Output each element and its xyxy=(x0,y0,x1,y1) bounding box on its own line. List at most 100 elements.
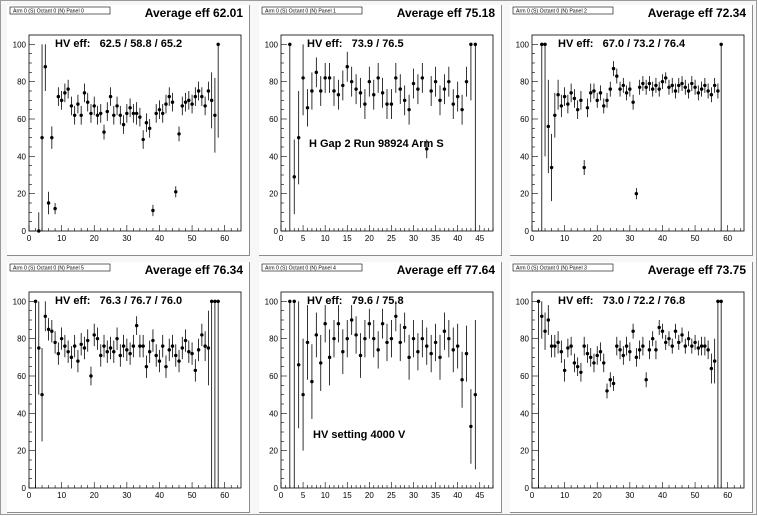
marker xyxy=(429,351,433,356)
marker xyxy=(86,338,90,343)
data-point xyxy=(216,42,220,138)
data-point xyxy=(310,72,314,110)
y-tick-label: 40 xyxy=(17,409,26,418)
marker xyxy=(575,364,580,369)
marker xyxy=(125,111,129,116)
data-point xyxy=(416,74,420,105)
marker xyxy=(323,322,327,326)
x-tick-label: 30 xyxy=(122,491,131,500)
marker xyxy=(56,94,61,99)
data-point xyxy=(473,42,478,231)
data-point xyxy=(76,94,80,114)
data-point xyxy=(637,340,642,360)
marker xyxy=(86,100,90,104)
marker xyxy=(92,333,96,337)
hv-eff-label: HV eff: 79.6 / 75.8 xyxy=(307,295,404,307)
data-point xyxy=(305,305,310,380)
data-point xyxy=(118,105,123,125)
marker xyxy=(367,322,372,326)
y-tick-label: 40 xyxy=(269,409,278,418)
marker xyxy=(82,91,87,95)
data-point xyxy=(157,349,162,373)
data-point xyxy=(50,320,54,343)
marker xyxy=(164,364,168,369)
y-tick-label: 80 xyxy=(17,335,26,344)
marker xyxy=(579,98,583,103)
marker xyxy=(447,336,451,341)
data-point xyxy=(562,359,567,382)
marker xyxy=(134,111,139,116)
marker xyxy=(654,83,658,88)
data-point xyxy=(425,327,429,365)
hv-eff-label: HV eff: 76.3 / 76.7 / 76.0 xyxy=(55,295,182,307)
x-tick-label: 30 xyxy=(625,491,634,500)
data-point xyxy=(608,372,612,388)
data-point xyxy=(43,44,48,91)
data-point xyxy=(112,105,116,125)
marker xyxy=(33,299,38,304)
marker xyxy=(602,361,606,365)
marker xyxy=(319,89,323,93)
data-point xyxy=(167,338,171,362)
marker xyxy=(112,113,116,117)
data-point xyxy=(693,334,697,350)
marker xyxy=(546,318,551,322)
data-point xyxy=(66,79,70,99)
data-point xyxy=(546,305,551,335)
marker xyxy=(141,344,145,348)
marker xyxy=(367,79,372,84)
data-point xyxy=(319,334,323,391)
data-point xyxy=(82,83,87,103)
y-tick-label: 40 xyxy=(269,152,278,161)
marker xyxy=(647,348,652,352)
x-tick-label: 25 xyxy=(387,234,396,243)
data-point xyxy=(664,72,668,84)
data-point xyxy=(164,355,168,378)
data-point xyxy=(690,338,694,354)
marker xyxy=(37,229,41,233)
marker xyxy=(292,299,296,304)
marker xyxy=(680,81,684,86)
marker xyxy=(712,359,717,363)
marker xyxy=(433,79,438,84)
data-point xyxy=(657,320,661,335)
marker xyxy=(442,87,447,91)
marker xyxy=(296,135,301,140)
marker xyxy=(670,83,674,88)
data-point xyxy=(72,105,77,125)
data-point xyxy=(82,336,87,360)
data-point xyxy=(296,91,301,185)
y-tick-label: 0 xyxy=(274,227,279,236)
marker xyxy=(667,85,671,89)
data-point xyxy=(566,338,570,358)
data-point xyxy=(354,74,358,105)
marker xyxy=(411,336,416,341)
marker xyxy=(624,91,629,95)
data-point xyxy=(455,323,460,369)
y-tick-label: 20 xyxy=(17,447,26,456)
data-point xyxy=(358,333,363,378)
marker xyxy=(598,350,603,354)
marker xyxy=(95,113,100,117)
marker xyxy=(416,350,420,354)
data-point xyxy=(292,299,296,488)
marker xyxy=(559,104,564,108)
data-point xyxy=(589,83,593,103)
marker xyxy=(69,355,74,360)
marker xyxy=(66,87,70,91)
hv-eff-label: HV eff: 73.0 / 72.2 / 76.8 xyxy=(558,295,685,307)
plot-frame xyxy=(280,291,494,489)
data-point xyxy=(716,299,720,488)
marker xyxy=(598,91,603,95)
plot-frame xyxy=(531,291,745,489)
data-point xyxy=(40,348,44,442)
x-tick-label: 30 xyxy=(625,234,634,243)
data-point xyxy=(416,333,420,371)
data-point xyxy=(134,102,139,125)
data-point xyxy=(420,320,425,358)
data-point xyxy=(559,94,564,118)
marker xyxy=(144,121,149,125)
data-point xyxy=(164,94,168,114)
marker xyxy=(438,355,442,360)
marker xyxy=(141,137,145,142)
